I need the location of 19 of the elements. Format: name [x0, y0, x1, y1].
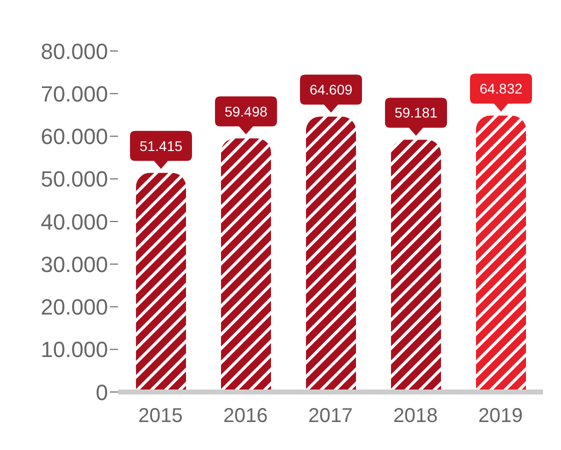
x-tick-label: 2016: [223, 405, 268, 428]
x-tick-label: 2019: [478, 405, 523, 428]
y-tick-label: 80.000: [40, 38, 108, 64]
data-label: 64.832: [480, 80, 523, 97]
y-tick-label: 70.000: [40, 81, 108, 106]
y-tick-label: 20.000: [40, 294, 108, 320]
x-tick-label: 2015: [138, 405, 183, 428]
y-tick-label: 10.000: [40, 337, 108, 362]
y-tick-label: 40.000: [40, 209, 108, 234]
y-tick-label: 50.000: [40, 166, 108, 192]
x-tick-label: 2017: [308, 405, 353, 428]
data-label: 59.498: [224, 103, 268, 120]
x-tick-label: 2018: [393, 405, 438, 428]
data-label: 59.181: [394, 104, 438, 121]
data-label: 51.415: [140, 138, 183, 154]
y-tick-label: 60.000: [40, 124, 108, 150]
y-tick-label: 0: [96, 380, 108, 405]
y-tick-label: 30.000: [40, 252, 108, 277]
data-label: 64.609: [310, 82, 353, 98]
